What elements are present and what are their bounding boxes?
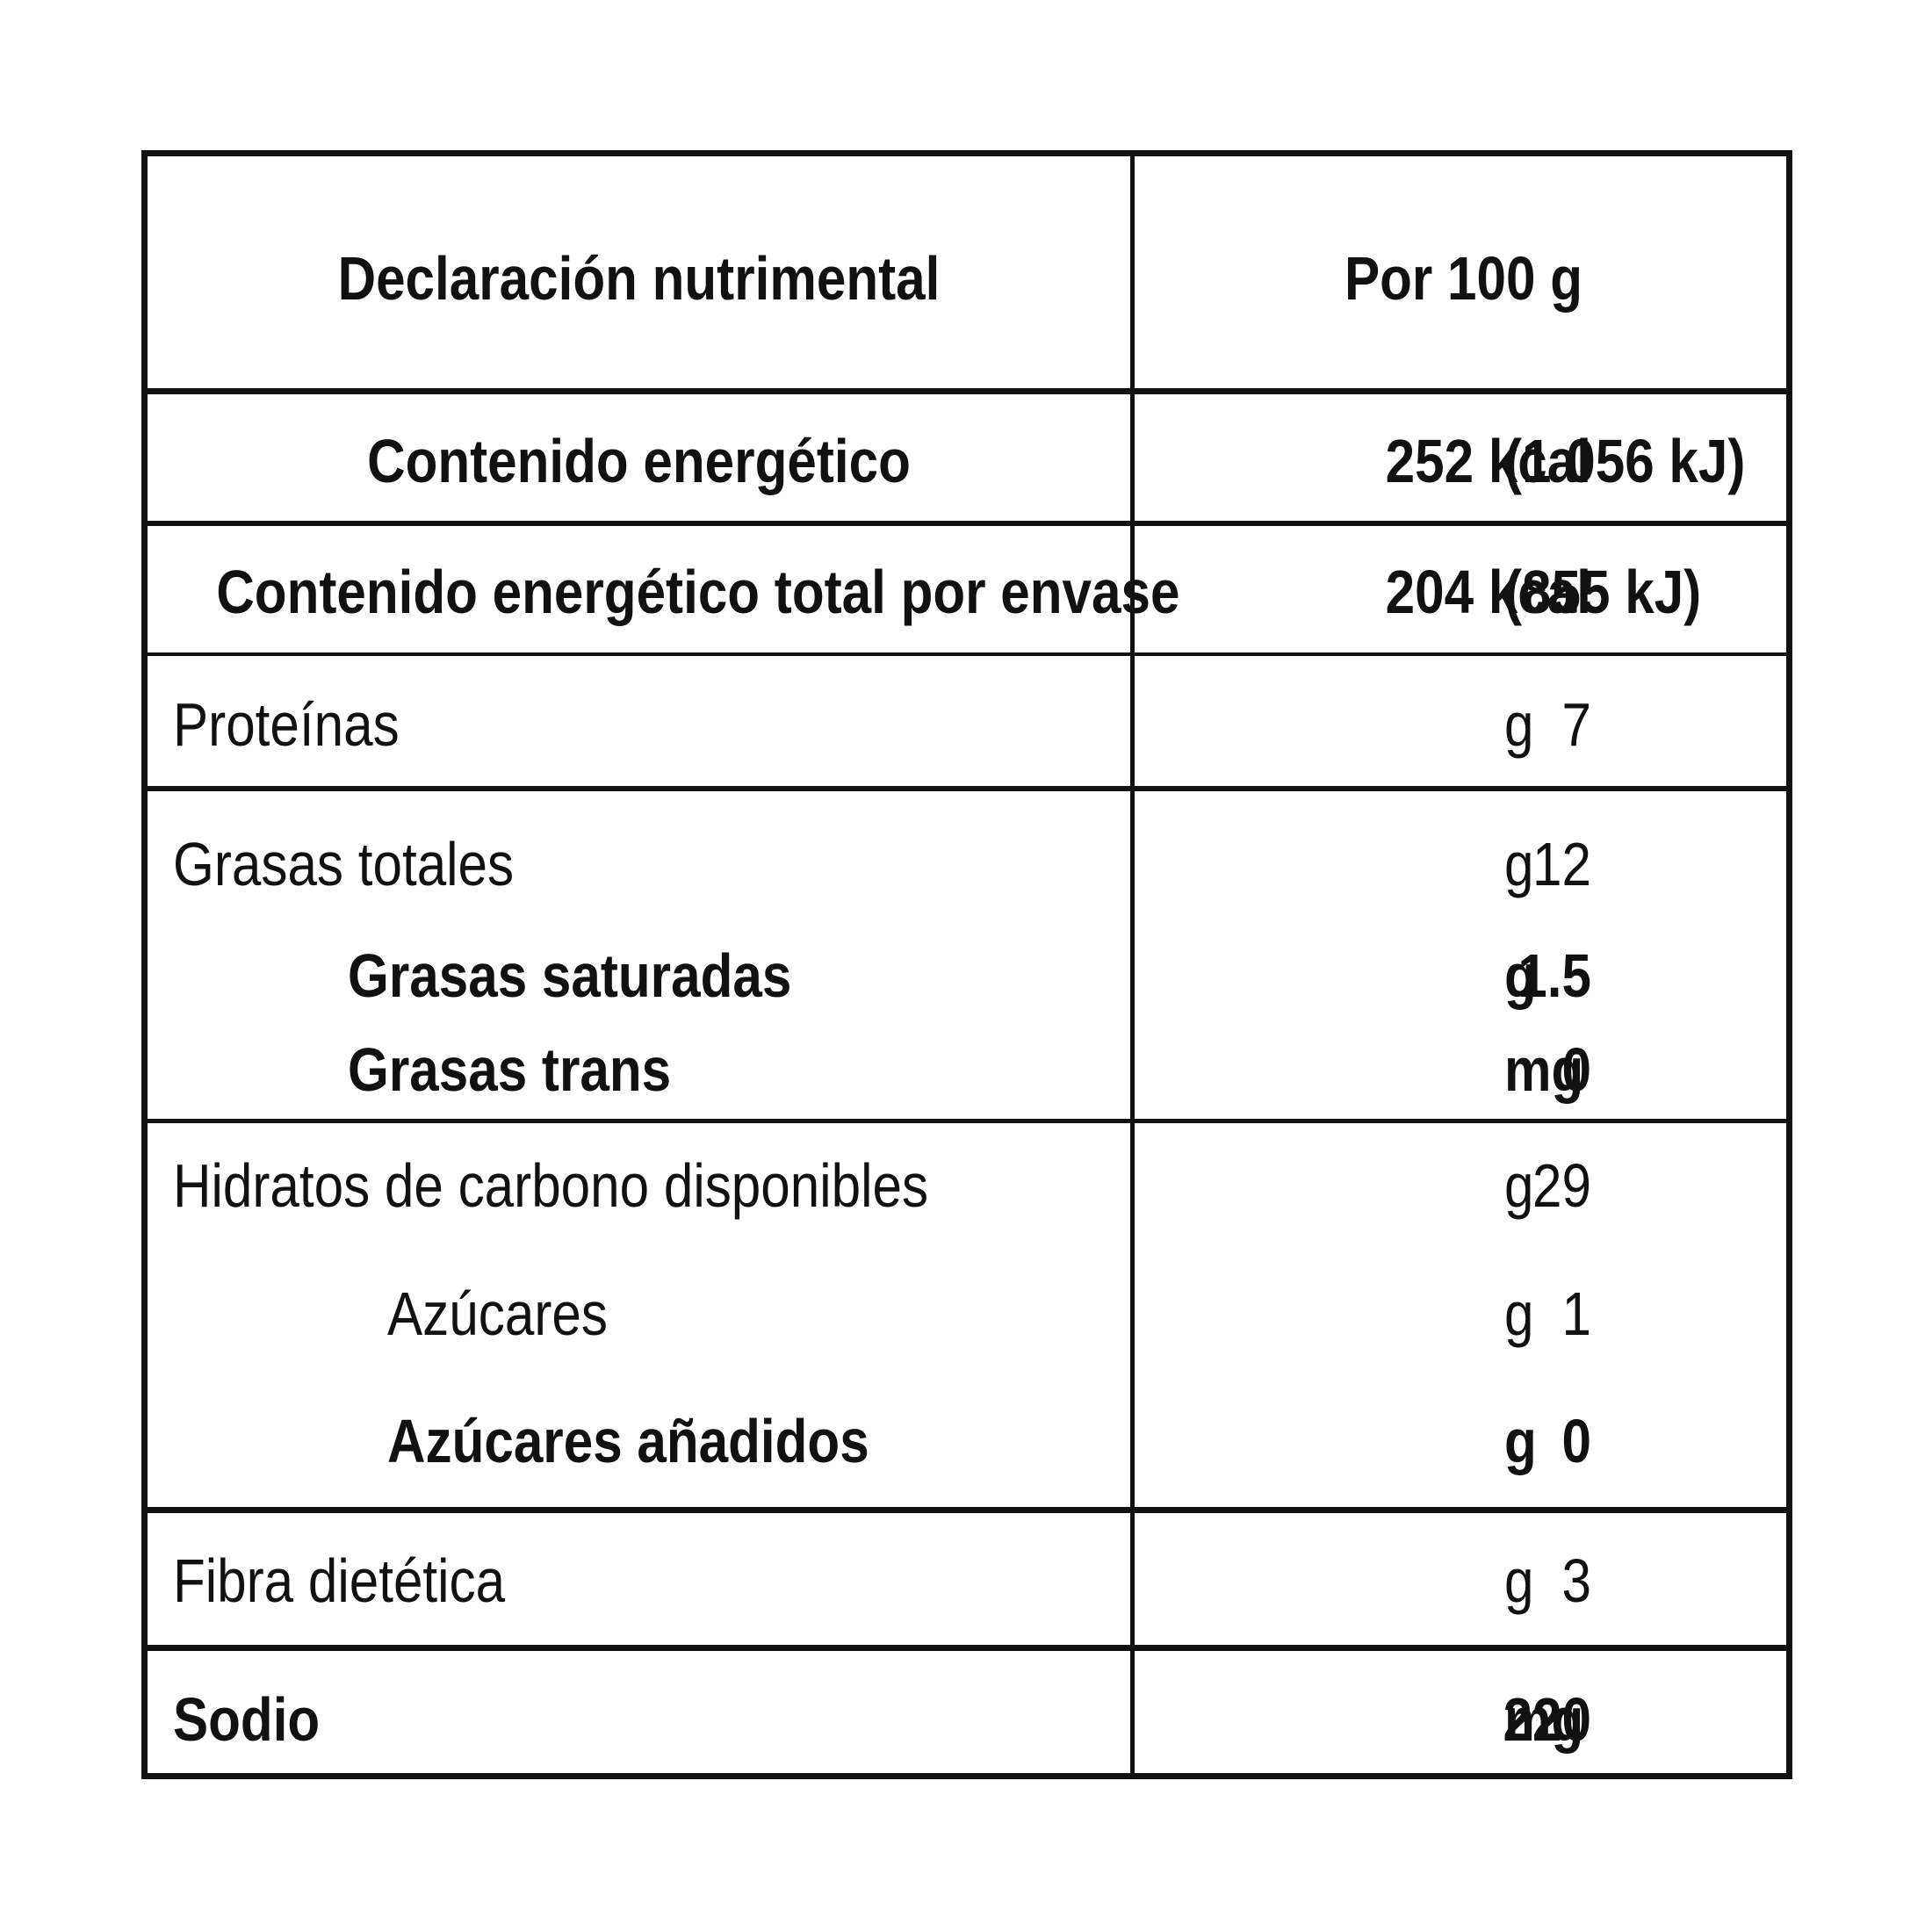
protein-unit: g [1504, 690, 1534, 759]
energy-kj: (1 056 kJ) [1504, 427, 1746, 495]
energy-total-label: Contenido energético total por envase [216, 558, 1180, 626]
row-divider [148, 1119, 1786, 1123]
added-sugars-unit: g [1504, 1407, 1537, 1475]
saturated-fat-value: 1.5 [1517, 941, 1591, 1010]
total-fat-unit: g [1504, 830, 1534, 898]
row-divider [148, 1645, 1786, 1651]
saturated-fat-unit: g [1504, 941, 1537, 1010]
sugars-label: Azúcares [387, 1280, 608, 1348]
trans-fat-value: 0 [1561, 1035, 1591, 1104]
sugars-unit: g [1504, 1280, 1534, 1348]
protein-value: 7 [1561, 690, 1591, 759]
sodium-label: Sodio [173, 1685, 321, 1754]
header-basis: Por 100 g [1344, 244, 1583, 313]
row-divider [148, 521, 1786, 526]
energy-value: 252 kcal [1385, 427, 1591, 495]
row-divider [148, 652, 1786, 656]
column-divider [1130, 156, 1135, 1773]
protein-label: Proteínas [173, 690, 400, 759]
sodium-unit: mg [1504, 1685, 1584, 1754]
energy-total-value: 204 kcal [1385, 558, 1591, 626]
fiber-label: Fibra dietética [173, 1546, 506, 1615]
energy-label: Contenido energético [367, 427, 911, 495]
carbs-value: 29 [1532, 1151, 1591, 1220]
header-title: Declaración nutrimental [337, 244, 941, 313]
fiber-value: 3 [1561, 1546, 1591, 1615]
carbs-label: Hidratos de carbono disponibles [173, 1151, 929, 1220]
trans-fat-unit: mg [1504, 1035, 1584, 1104]
total-fat-label: Grasas totales [173, 830, 515, 898]
row-divider [148, 1507, 1786, 1513]
row-divider [148, 388, 1786, 394]
nutrition-table: Declaración nutrimental Por 100 g Conten… [141, 150, 1792, 1779]
row-divider [148, 786, 1786, 791]
saturated-fat-label: Grasas saturadas [348, 941, 792, 1010]
sodium-value: 220 [1503, 1685, 1591, 1754]
added-sugars-value: 0 [1561, 1407, 1591, 1475]
energy-total-kj: (855 kJ) [1504, 558, 1702, 626]
trans-fat-label: Grasas trans [348, 1035, 672, 1104]
added-sugars-label: Azúcares añadidos [387, 1407, 869, 1475]
total-fat-value: 12 [1532, 830, 1591, 898]
sugars-value: 1 [1561, 1280, 1591, 1348]
fiber-unit: g [1504, 1546, 1534, 1615]
carbs-unit: g [1504, 1151, 1534, 1220]
